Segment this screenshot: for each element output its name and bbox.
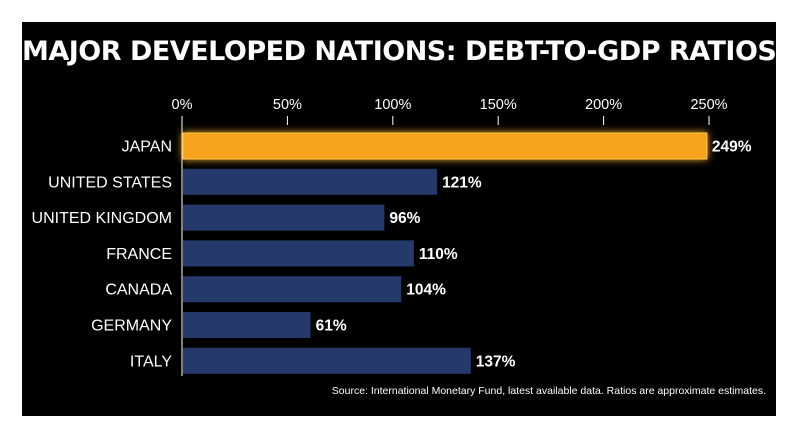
value-label: 137% [476,353,516,370]
value-label: 61% [316,318,347,335]
source-note: Source: International Monetary Fund, lat… [331,385,766,397]
category-label: ITALY [130,353,172,370]
bar [183,347,471,374]
bar [183,240,414,267]
bar-highlighted [182,132,708,160]
category-label: GERMANY [91,318,172,335]
value-label: 96% [389,210,420,227]
category-label: JAPAN [122,139,172,156]
bar [183,312,311,338]
value-label: 104% [406,282,446,299]
x-tick-label: 250% [690,97,727,113]
bar-chart: 0% 50% 100% 150% 200% 250% JAPAN 249% UNITED ST… [32,97,752,376]
value-label: 110% [419,246,458,263]
x-tick-label: 100% [374,97,411,113]
chart-panel: MAJOR DEVELOPED NATIONS: DEBT-TO-GDP RAT… [22,22,777,416]
x-tick-label: 200% [585,97,622,113]
value-label: 121% [442,174,482,191]
x-tick-label: 50% [273,97,302,113]
category-label: UNITED STATES [48,174,172,191]
category-label: UNITED KINGDOM [32,210,172,227]
value-label: 249% [712,139,752,156]
bar [183,204,385,231]
chart-title: MAJOR DEVELOPED NATIONS: DEBT-TO-GDP RAT… [22,36,777,67]
category-label: FRANCE [106,246,172,263]
category-label: CANADA [105,282,172,299]
bar [183,168,438,195]
x-tick-label: 150% [480,97,517,113]
bar [183,276,402,303]
x-tick-label: 0% [172,97,193,113]
